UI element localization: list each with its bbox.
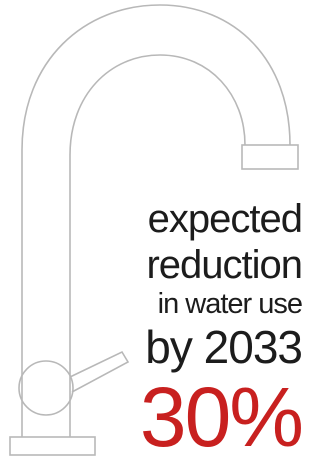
text-line: in water use [158, 288, 302, 320]
faucet-base [10, 437, 95, 455]
text-line: by 2033 [145, 321, 302, 373]
infographic: expected reduction in water use by 2033 … [0, 0, 308, 466]
faucet-nozzle [242, 145, 298, 169]
text-line: expected [148, 197, 302, 241]
faucet-lever [70, 352, 128, 392]
highlight-figure: 30% [140, 370, 302, 464]
faucet-handle [19, 361, 73, 415]
text-line: reduction [146, 243, 302, 287]
